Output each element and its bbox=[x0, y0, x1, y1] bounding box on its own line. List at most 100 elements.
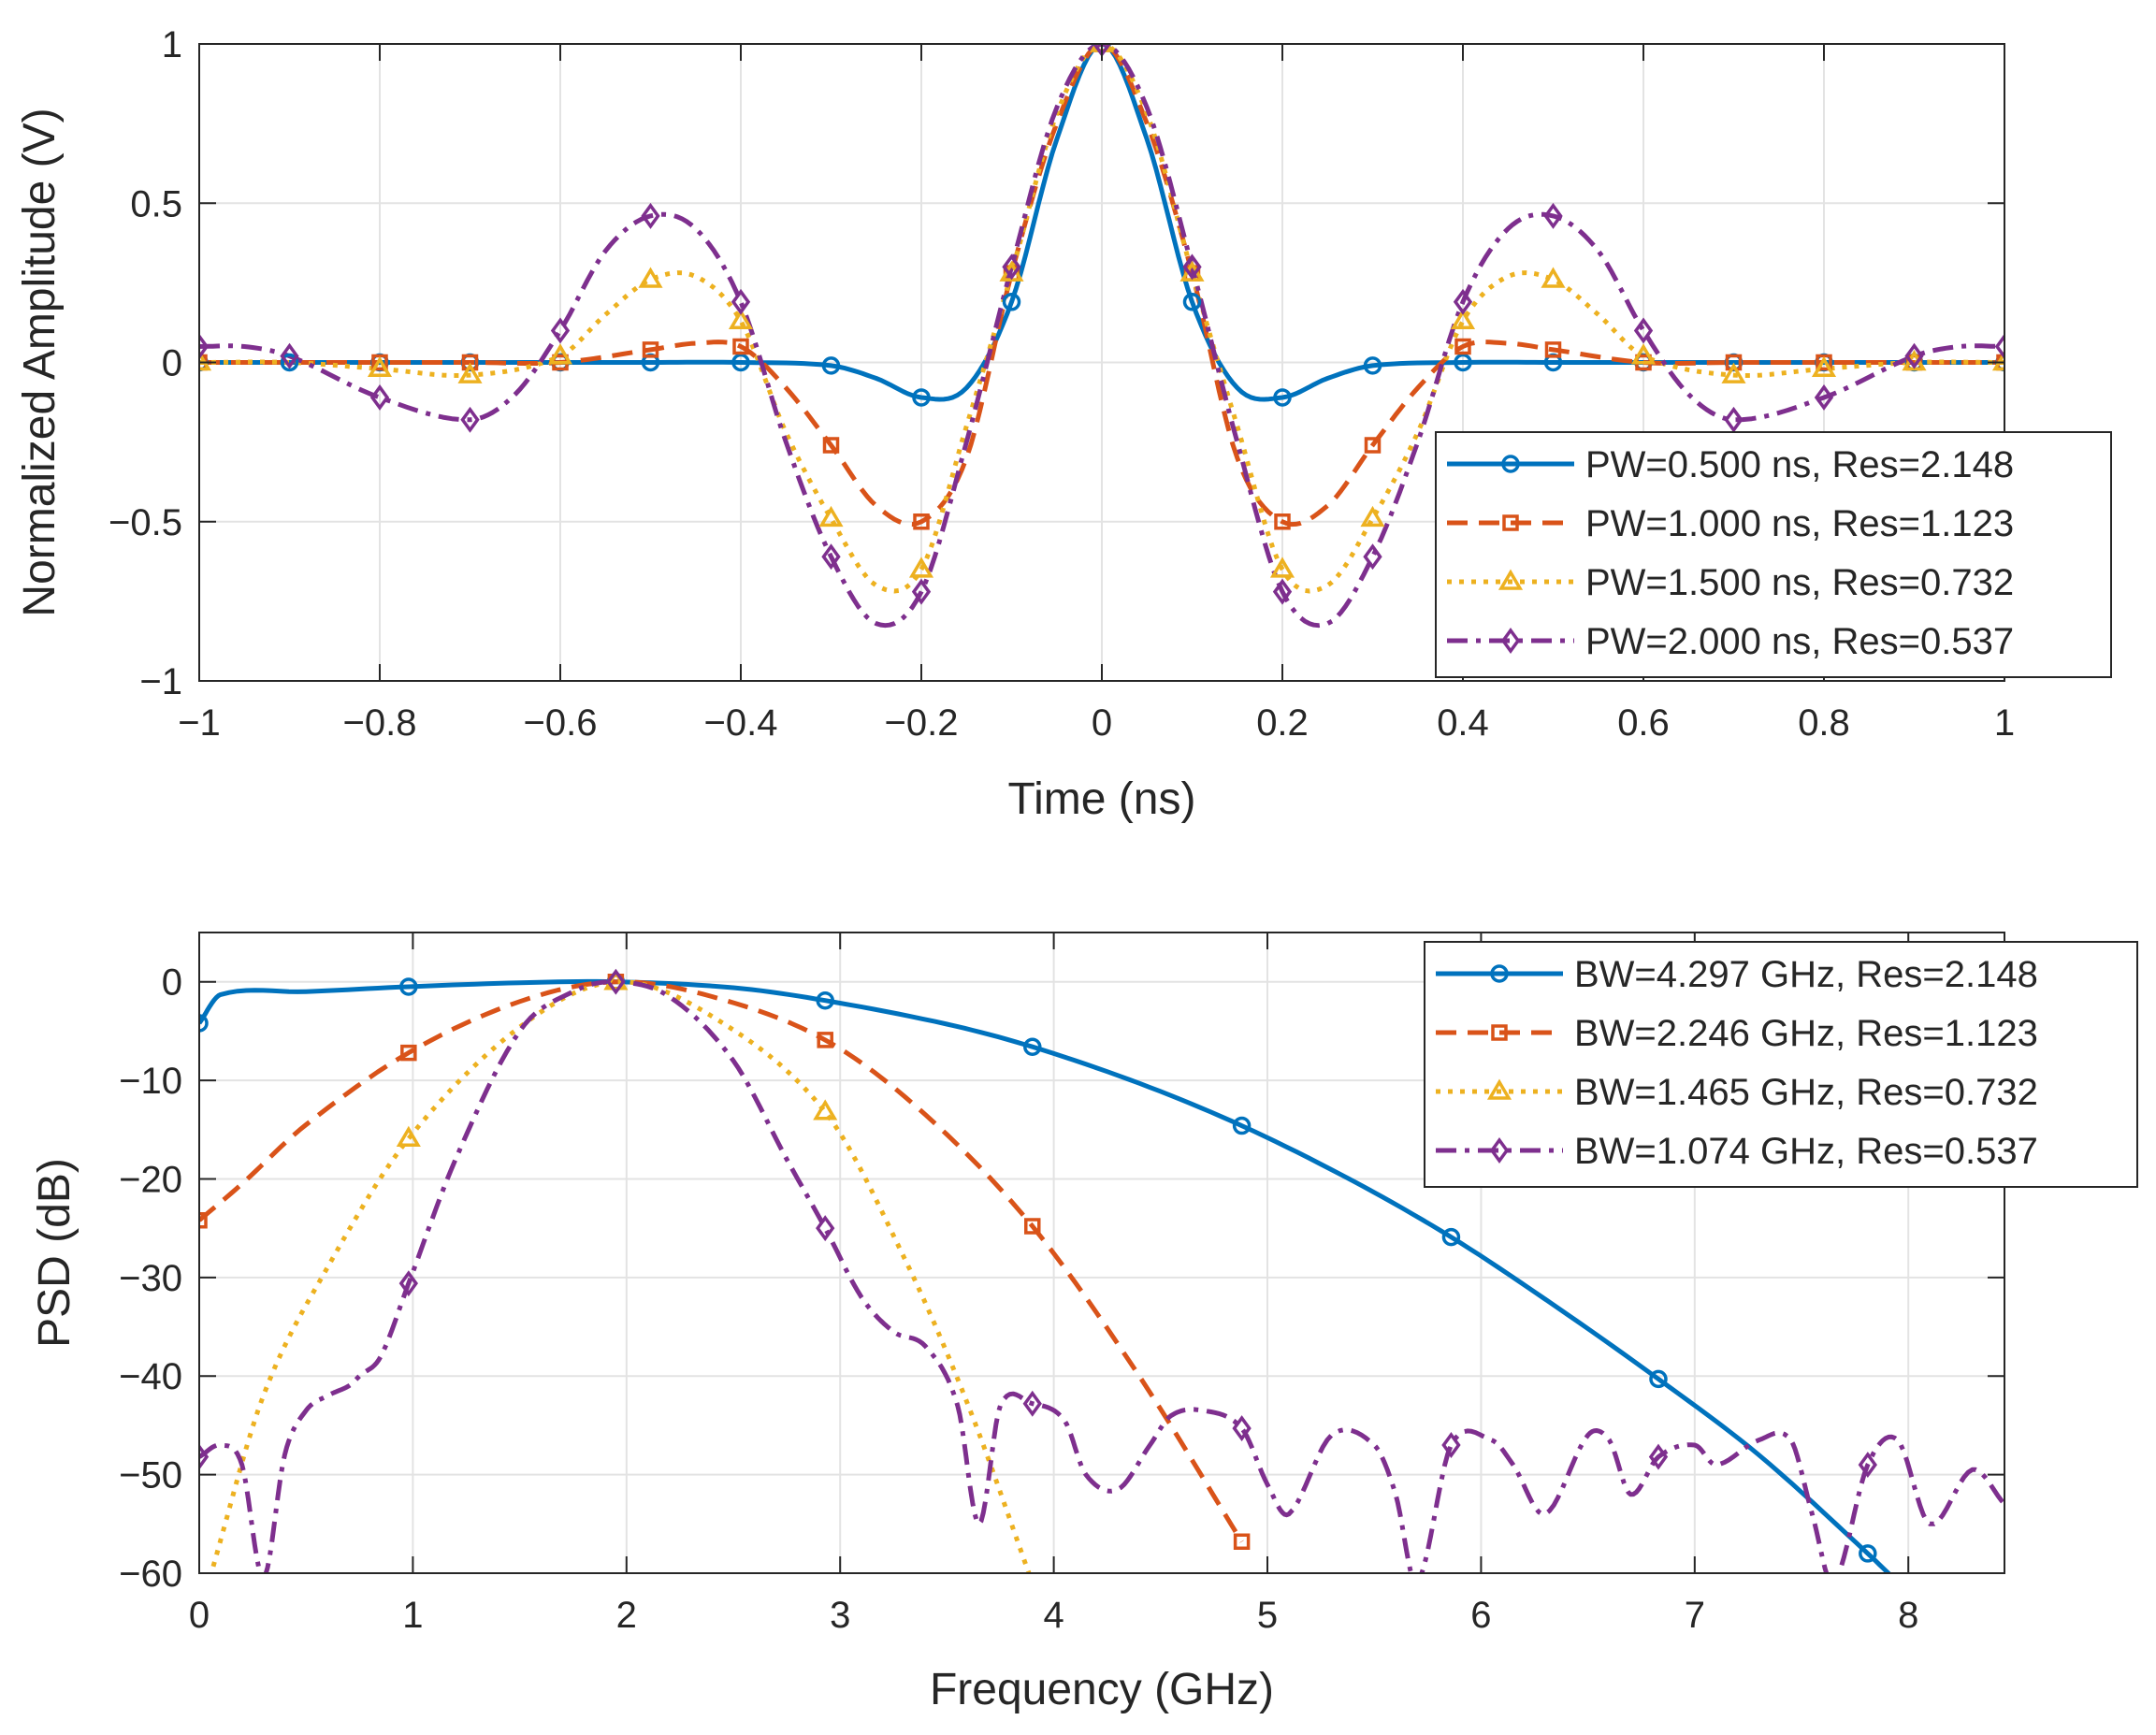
data-point-series-4 bbox=[1182, 253, 1202, 281]
data-point-series-2 bbox=[400, 1044, 417, 1062]
legend-marker-4 bbox=[1500, 628, 1521, 654]
series-group bbox=[199, 968, 2004, 1573]
legend-box bbox=[1435, 431, 2112, 678]
data-point-series-1 bbox=[1023, 1037, 1042, 1056]
data-point-series-2 bbox=[1233, 1533, 1251, 1551]
data-point-series-4 bbox=[199, 333, 210, 360]
data-point-series-4 bbox=[1633, 317, 1654, 344]
time-domain-plot: −1 −0.8 −0.6 −0.4 −0.2 0 0.2 0.4 0.6 0.8 1 −1 −0.5 0 0… bbox=[15, 24, 2112, 824]
data-point-series-4 bbox=[460, 406, 480, 433]
x-tick-label: −0.4 bbox=[704, 702, 778, 744]
legend-label-1: PW=0.500 ns, Res=2.148 bbox=[1585, 444, 2014, 485]
y-tick-label: 0.5 bbox=[130, 183, 182, 224]
data-point-series-2 bbox=[1725, 354, 1743, 371]
data-point-series-4 bbox=[1904, 342, 1924, 369]
x-tick-label: 0.2 bbox=[1256, 702, 1309, 744]
data-point-series-4 bbox=[1002, 253, 1021, 281]
data-point-series-2 bbox=[732, 338, 749, 355]
data-point-series-1 bbox=[816, 990, 834, 1010]
legend-label-3: PW=1.500 ns, Res=0.732 bbox=[1585, 562, 2014, 603]
legend-label-4: PW=2.000 ns, Res=0.537 bbox=[1585, 621, 2014, 662]
data-point-series-4 bbox=[1724, 406, 1744, 433]
data-point-series-3 bbox=[547, 343, 573, 365]
data-point-series-4 bbox=[1994, 333, 2004, 360]
data-point-series-1 bbox=[1182, 293, 1202, 311]
data-point-series-3 bbox=[1811, 355, 1837, 378]
data-point-series-2 bbox=[642, 341, 659, 358]
data-point-series-3 bbox=[728, 308, 754, 329]
x-tick-label: −0.6 bbox=[524, 702, 598, 744]
data-point-series-1 bbox=[1232, 1116, 1252, 1135]
y-tick-label: 1 bbox=[162, 24, 182, 65]
data-point-series-1 bbox=[1859, 1544, 1877, 1563]
data-point-series-3 bbox=[396, 1125, 421, 1148]
data-point-series-2 bbox=[1274, 513, 1291, 530]
data-point-series-1 bbox=[821, 356, 841, 375]
data-point-series-3 bbox=[1541, 267, 1566, 288]
x-tick-label: −0.8 bbox=[343, 702, 417, 744]
data-point-series-2 bbox=[822, 437, 840, 454]
y-tick-label: −10 bbox=[119, 1061, 182, 1102]
y-tick-label: −60 bbox=[119, 1554, 182, 1595]
legend-marker-2 bbox=[1491, 1024, 1508, 1041]
data-point-series-4 bbox=[1453, 288, 1473, 315]
data-point-series-4 bbox=[398, 1270, 418, 1297]
data-point-series-4 bbox=[1022, 1390, 1042, 1417]
y-tick-label: 0 bbox=[162, 343, 182, 384]
data-point-series-2 bbox=[913, 513, 930, 530]
data-point-series-4 bbox=[1363, 543, 1382, 571]
data-point-series-1 bbox=[1273, 388, 1292, 407]
y-tick-label: −50 bbox=[119, 1455, 182, 1496]
legend-box bbox=[1424, 941, 2138, 1188]
x-tick-label: 1 bbox=[402, 1595, 423, 1636]
data-point-series-2 bbox=[1454, 338, 1471, 355]
data-point-series-4 bbox=[606, 968, 626, 995]
legend-label-1: BW=4.297 GHz, Res=2.148 bbox=[1574, 954, 2038, 995]
x-tick-label: −0.2 bbox=[885, 702, 959, 744]
x-tick-label: −1 bbox=[178, 702, 221, 744]
y-tick-label: −20 bbox=[119, 1159, 182, 1200]
data-point-series-3 bbox=[1630, 343, 1657, 365]
data-point-series-4 bbox=[1441, 1432, 1461, 1458]
data-point-series-4 bbox=[1272, 578, 1293, 605]
legend-label-4: BW=1.074 GHz, Res=0.537 bbox=[1574, 1131, 2038, 1172]
data-point-series-2 bbox=[817, 1032, 833, 1048]
series-line-2 bbox=[199, 979, 1244, 1543]
x-tick-label: 0 bbox=[1092, 702, 1112, 744]
data-point-series-3 bbox=[1360, 505, 1385, 528]
data-point-series-1 bbox=[1002, 293, 1021, 311]
x-tick-label: 8 bbox=[1898, 1595, 1918, 1636]
data-point-series-1 bbox=[1454, 353, 1472, 372]
data-point-series-3 bbox=[199, 350, 212, 371]
legend-marker-1 bbox=[1490, 964, 1509, 983]
psd-plot: 0 1 2 3 4 5 6 7 8 −60 −50 −40 −30 −20 −10 0 Frequency (G… bbox=[30, 932, 2138, 1714]
x-axis-label: Time (ns) bbox=[1008, 774, 1196, 824]
x-tick-label: 0 bbox=[189, 1595, 210, 1636]
data-point-series-1 bbox=[1441, 1227, 1461, 1247]
legend-marker-3 bbox=[1486, 1078, 1512, 1100]
data-point-series-4 bbox=[199, 1443, 210, 1470]
data-point-series-4 bbox=[816, 1215, 835, 1242]
series-line-1 bbox=[199, 978, 1892, 1573]
data-point-series-1 bbox=[199, 1014, 209, 1033]
y-tick-label: 0 bbox=[162, 962, 182, 1004]
data-point-series-1 bbox=[399, 977, 418, 996]
legend-marker-2 bbox=[1502, 514, 1519, 531]
data-point-series-3 bbox=[908, 557, 934, 578]
x-tick-label: 1 bbox=[1994, 702, 2015, 744]
series-line-1 bbox=[199, 44, 2004, 402]
x-tick-label: 2 bbox=[616, 1595, 637, 1636]
legend-marker-1 bbox=[1501, 455, 1520, 473]
y-axis-label: PSD (dB) bbox=[30, 1158, 80, 1348]
series-group bbox=[199, 44, 2004, 629]
data-point-series-2 bbox=[552, 354, 569, 371]
data-point-series-4 bbox=[369, 383, 390, 411]
data-point-series-2 bbox=[1544, 341, 1562, 358]
data-point-series-4 bbox=[911, 578, 932, 605]
y-tick-label: −40 bbox=[119, 1356, 182, 1397]
y-tick-label: −1 bbox=[139, 661, 182, 702]
data-point-series-1 bbox=[1649, 1369, 1668, 1389]
x-tick-label: 0.4 bbox=[1437, 702, 1489, 744]
x-tick-label: 4 bbox=[1043, 1595, 1064, 1636]
